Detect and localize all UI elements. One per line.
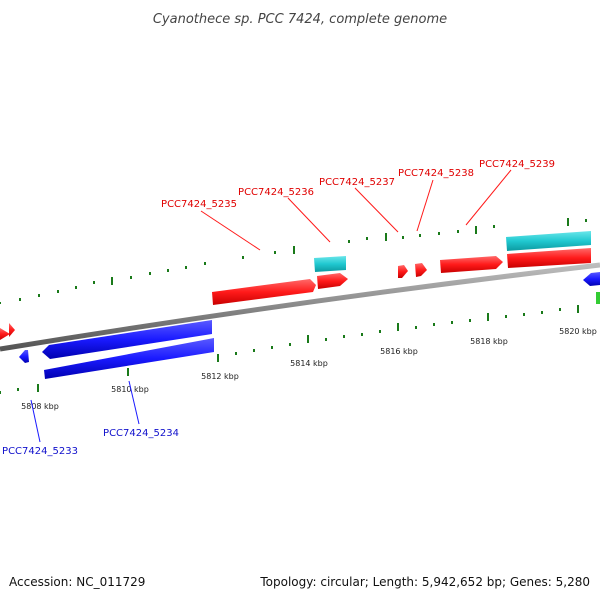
scale-label: 5816 kbp xyxy=(380,347,418,356)
gene-label[interactable]: PCC7424_5239 xyxy=(479,159,555,170)
gene-label[interactable]: PCC7424_5235 xyxy=(161,199,237,210)
gene-label[interactable]: PCC7424_5236 xyxy=(238,187,314,198)
forward-cds-arrow[interactable] xyxy=(415,263,427,277)
scale-label: 5810 kbp xyxy=(111,385,149,394)
reverse-cds-arrow[interactable] xyxy=(19,350,29,363)
rna-feature[interactable] xyxy=(314,256,346,272)
leader-line xyxy=(416,179,434,232)
gene-label[interactable]: PCC7424_5233 xyxy=(2,446,78,457)
scale-label: 5812 kbp xyxy=(201,372,239,381)
forward-cds-arrow[interactable] xyxy=(0,328,10,340)
gene-labels: PCC7424_5233 PCC7424_5234 PCC7424_5235 P… xyxy=(2,159,555,457)
accession-text: Accession: NC_011729 xyxy=(9,575,145,589)
gene-label-leaders xyxy=(30,169,512,443)
reverse-features xyxy=(19,272,600,379)
forward-cds-arrow[interactable] xyxy=(398,265,408,278)
rna-features xyxy=(314,231,591,272)
leader-line xyxy=(30,399,41,443)
forward-cds-arrow[interactable] xyxy=(440,256,503,273)
leader-line xyxy=(287,197,331,243)
genome-backbone xyxy=(0,262,600,352)
reverse-cds-arrow[interactable] xyxy=(583,272,600,286)
scale-label: 5818 kbp xyxy=(470,337,508,346)
gene-label[interactable]: PCC7424_5237 xyxy=(319,177,395,188)
lower-tick-track xyxy=(0,305,579,394)
reverse-cds-arrow[interactable] xyxy=(44,338,214,379)
map-title: Cyanothece sp. PCC 7424, complete genome xyxy=(153,12,447,27)
scale-label: 5808 kbp xyxy=(21,402,59,411)
scale-label: 5820 kbp xyxy=(559,327,597,336)
scale-labels: 5808 kbp 5810 kbp 5812 kbp 5814 kbp 5816… xyxy=(21,327,597,411)
forward-features xyxy=(0,248,591,340)
scale-label: 5814 kbp xyxy=(290,359,328,368)
reverse-cds-arrow[interactable] xyxy=(42,320,212,359)
forward-cds-arrow[interactable] xyxy=(9,323,15,337)
leader-line xyxy=(354,187,399,233)
forward-cds-arrow[interactable] xyxy=(212,279,316,305)
gene-label[interactable]: PCC7424_5234 xyxy=(103,428,179,439)
forward-cds-arrow[interactable] xyxy=(507,248,591,268)
rna-feature[interactable] xyxy=(506,231,591,251)
summary-text: Topology: circular; Length: 5,942,652 bp… xyxy=(259,575,590,589)
upper-tick-track xyxy=(0,218,587,304)
leader-line xyxy=(128,380,140,425)
forward-cds-arrow[interactable] xyxy=(317,273,348,289)
leader-line xyxy=(465,169,512,226)
green-feature[interactable] xyxy=(596,292,600,304)
gene-label[interactable]: PCC7424_5238 xyxy=(398,168,474,179)
leader-line xyxy=(200,210,261,251)
